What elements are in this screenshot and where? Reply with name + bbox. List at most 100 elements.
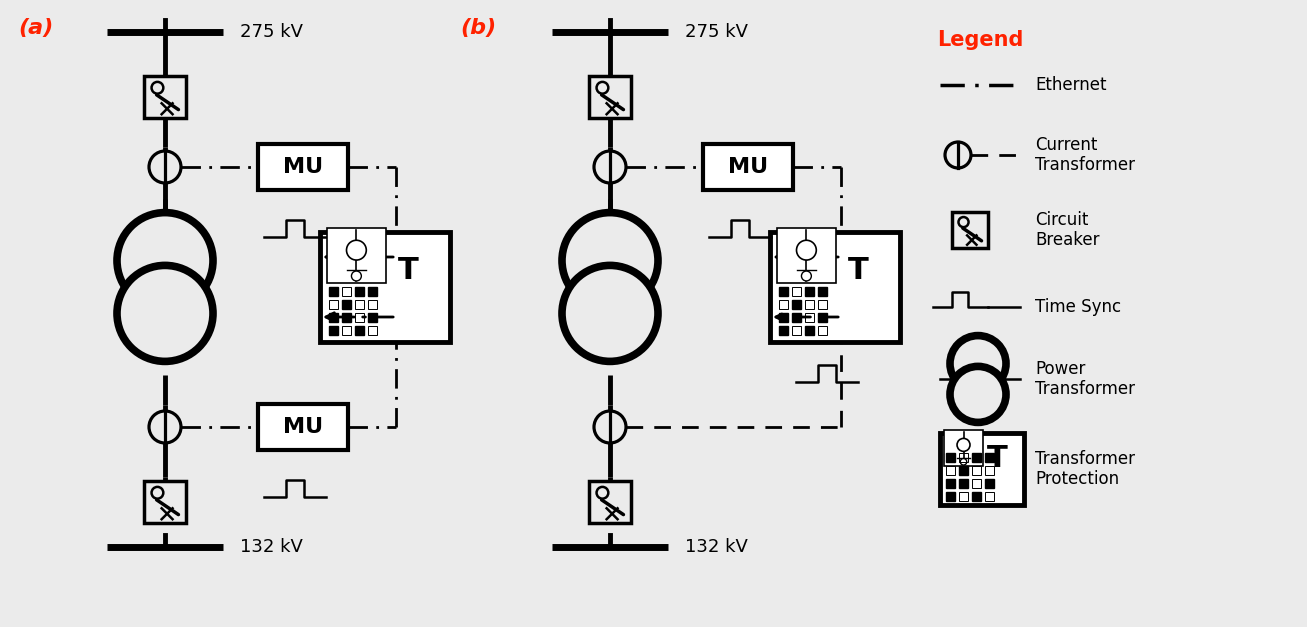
Text: T: T xyxy=(848,256,869,285)
Bar xyxy=(972,466,980,475)
Bar xyxy=(356,287,365,297)
Bar xyxy=(329,300,339,309)
Bar xyxy=(818,327,827,335)
Bar xyxy=(369,300,378,309)
Bar xyxy=(946,466,955,475)
Text: Ethernet: Ethernet xyxy=(1035,76,1107,94)
Bar xyxy=(144,76,186,118)
Text: MU: MU xyxy=(282,157,323,177)
Bar xyxy=(944,430,983,466)
Circle shape xyxy=(152,82,163,93)
Circle shape xyxy=(596,82,608,93)
Bar xyxy=(985,492,993,501)
Circle shape xyxy=(958,217,968,227)
Circle shape xyxy=(118,213,213,308)
Bar xyxy=(257,144,348,190)
Circle shape xyxy=(562,265,657,361)
Circle shape xyxy=(346,240,366,260)
Circle shape xyxy=(957,438,970,451)
Bar xyxy=(356,327,365,335)
Bar xyxy=(342,287,352,297)
Bar xyxy=(257,404,348,450)
Bar xyxy=(972,478,980,488)
Bar xyxy=(144,481,186,523)
Bar xyxy=(792,300,801,309)
Bar xyxy=(779,327,788,335)
Text: T: T xyxy=(987,444,1008,473)
Circle shape xyxy=(152,487,163,498)
Bar xyxy=(972,453,980,461)
Bar xyxy=(356,314,365,322)
Bar xyxy=(792,314,801,322)
Text: 275 kV: 275 kV xyxy=(240,23,303,41)
Text: Transformer
Protection: Transformer Protection xyxy=(1035,450,1134,488)
Bar xyxy=(342,314,352,322)
Bar xyxy=(940,433,1023,505)
Bar xyxy=(818,314,827,322)
Bar xyxy=(770,232,901,342)
Bar xyxy=(818,300,827,309)
Bar xyxy=(985,453,993,461)
Bar xyxy=(369,327,378,335)
Bar xyxy=(805,300,814,309)
Bar xyxy=(792,287,801,297)
Bar xyxy=(342,300,352,309)
Circle shape xyxy=(961,458,967,465)
Bar xyxy=(779,314,788,322)
Circle shape xyxy=(945,142,971,168)
Text: Time Sync: Time Sync xyxy=(1035,298,1121,316)
Bar xyxy=(776,228,836,283)
Bar xyxy=(805,314,814,322)
Text: (a): (a) xyxy=(18,18,54,38)
Bar xyxy=(369,287,378,297)
Bar xyxy=(589,481,631,523)
Circle shape xyxy=(801,271,812,281)
Text: T: T xyxy=(399,256,418,285)
Text: 132 kV: 132 kV xyxy=(240,538,303,556)
Bar xyxy=(818,287,827,297)
Bar xyxy=(589,76,631,118)
Bar xyxy=(792,327,801,335)
Bar xyxy=(959,492,968,501)
Circle shape xyxy=(118,265,213,361)
Bar xyxy=(959,453,968,461)
Bar xyxy=(327,228,387,283)
Bar xyxy=(951,212,988,248)
Bar xyxy=(369,314,378,322)
Bar xyxy=(959,478,968,488)
Circle shape xyxy=(149,411,180,443)
Bar xyxy=(959,466,968,475)
Text: Power
Transformer: Power Transformer xyxy=(1035,360,1134,398)
Circle shape xyxy=(596,487,608,498)
Bar xyxy=(805,287,814,297)
Bar xyxy=(972,492,980,501)
Bar xyxy=(329,287,339,297)
Circle shape xyxy=(593,151,626,183)
Circle shape xyxy=(950,335,1006,392)
Text: MU: MU xyxy=(282,417,323,437)
Bar xyxy=(356,300,365,309)
Text: 275 kV: 275 kV xyxy=(685,23,748,41)
Bar xyxy=(805,327,814,335)
Circle shape xyxy=(562,213,657,308)
Bar xyxy=(946,453,955,461)
Bar xyxy=(703,144,793,190)
Bar xyxy=(946,478,955,488)
Bar xyxy=(779,300,788,309)
Circle shape xyxy=(593,411,626,443)
Circle shape xyxy=(149,151,180,183)
Bar xyxy=(946,492,955,501)
Bar xyxy=(329,314,339,322)
Circle shape xyxy=(352,271,361,281)
Bar xyxy=(320,232,450,342)
Text: Legend: Legend xyxy=(937,30,1023,50)
Text: (b): (b) xyxy=(460,18,497,38)
Circle shape xyxy=(950,366,1006,423)
Text: Circuit
Breaker: Circuit Breaker xyxy=(1035,211,1099,250)
Text: Current
Transformer: Current Transformer xyxy=(1035,135,1134,174)
Bar xyxy=(329,327,339,335)
Text: 132 kV: 132 kV xyxy=(685,538,748,556)
Bar xyxy=(985,478,993,488)
Bar xyxy=(779,287,788,297)
Bar xyxy=(342,327,352,335)
